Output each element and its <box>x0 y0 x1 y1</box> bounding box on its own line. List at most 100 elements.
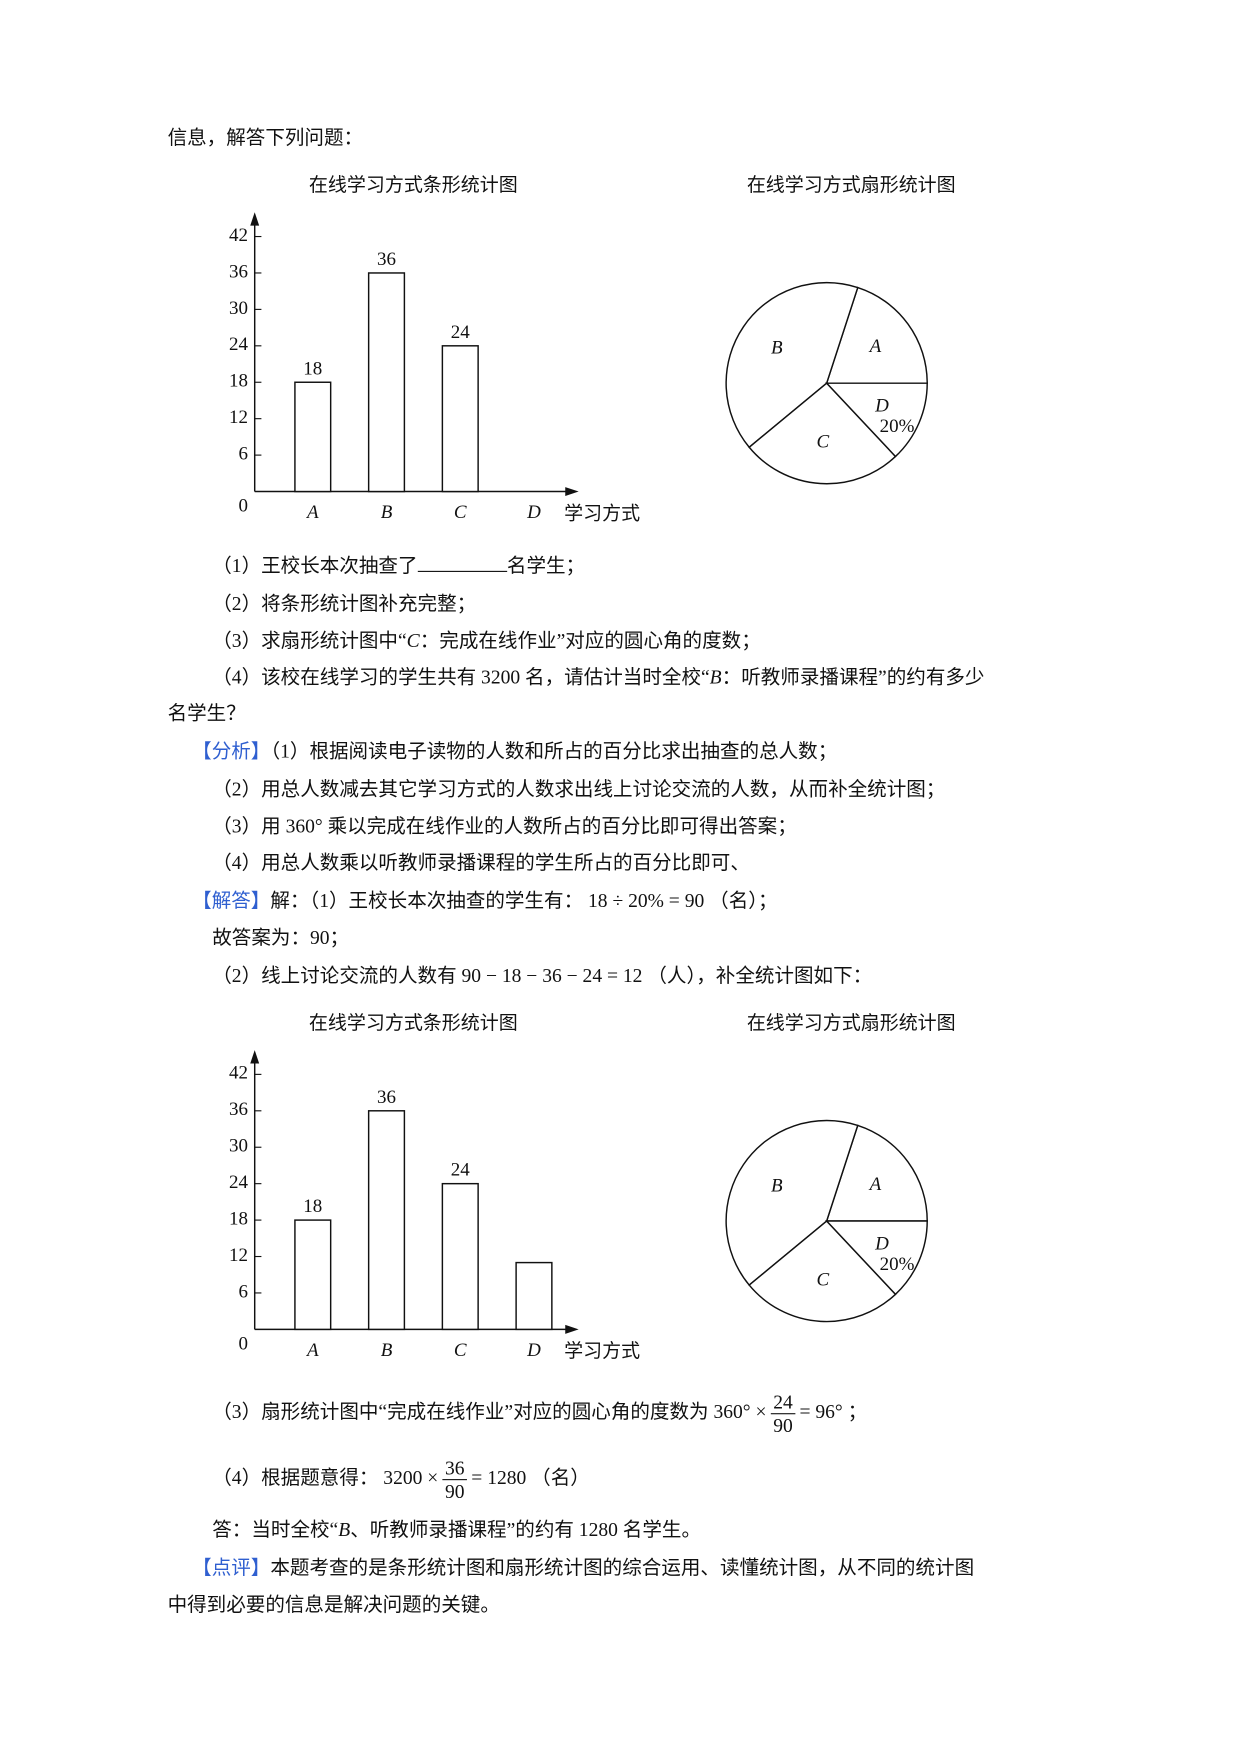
y-axis-arrow <box>250 212 260 226</box>
text: （3）扇形统计图中“完成在线作业”对应的圆心角的度数为 360° × <box>212 1400 767 1423</box>
line: （2）将条形统计图补充完整； <box>212 591 476 616</box>
x-axis-label: 学习方式 <box>564 502 640 524</box>
pie-slice <box>725 281 859 449</box>
text: 信息，解答下列问题： <box>167 126 364 149</box>
text: 答：当时全校“ <box>212 1518 339 1541</box>
text: （3）求扇形统计图中“ <box>212 628 407 652</box>
text: = 96° ； <box>799 1400 868 1423</box>
text: （4）该校在线学习的学生共有 3200 名，请估计当时全校“ <box>212 665 710 689</box>
bar <box>441 1182 479 1331</box>
slice-label: D <box>874 395 889 416</box>
line: （3）用 360° 乘以完成在线作业的人数所占的百分比即可得出答案； <box>212 813 797 838</box>
text: 名学生； <box>506 554 586 577</box>
text: 、听教师录播课程”的约有 1280 名学生。 <box>350 1518 702 1541</box>
x-tick-label: D <box>526 502 541 523</box>
line: 【点评】本题考查的是条形统计图和扇形统计图的综合运用、读懂统计图，从不同的统计图 <box>192 1555 974 1580</box>
text: （2）线上讨论交流的人数有 90 − 18 − 36 − 24 = 12 （人）… <box>212 964 873 987</box>
x-tick-label: A <box>305 502 319 523</box>
chart-title: 在线学习方式扇形统计图 <box>747 1012 956 1034</box>
bar <box>441 345 479 493</box>
pie-slice <box>825 1124 928 1222</box>
text: 解：（1）王校长本次抽查的学生有： 18 ÷ 20% = 90 （名）； <box>270 889 778 912</box>
y-tick-label: 24 <box>229 1172 248 1193</box>
y-tick-label: 0 <box>239 1333 249 1354</box>
pie-slice <box>748 382 897 485</box>
line: （3）扇形统计图中“完成在线作业”对应的圆心角的度数为 360° × 24 90 = … <box>212 1391 867 1437</box>
text: （4）根据题意得： 3200 × <box>212 1466 439 1489</box>
text: ：完成在线作业”对应的圆心角的度数； <box>419 628 761 652</box>
fraction: 36 90 <box>442 1457 467 1503</box>
text: = 1280 （名） <box>471 1466 590 1489</box>
x-tick-label: C <box>454 502 467 523</box>
chart-title: 在线学习方式条形统计图 <box>309 1012 518 1034</box>
section-tag: 【点评】 <box>192 1556 271 1579</box>
slice-label: C <box>817 432 830 453</box>
bar <box>294 381 332 493</box>
section-tag: 【解答】 <box>192 889 271 912</box>
pie-slice <box>824 382 928 458</box>
text: B <box>709 665 722 689</box>
value-label: 24 <box>451 322 470 343</box>
pie-slice <box>725 1119 859 1287</box>
line: （4）根据题意得： 3200 × 36 90 = 1280 （名） <box>212 1457 590 1503</box>
annotation: 20% <box>880 416 915 437</box>
line: （2）线上讨论交流的人数有 90 − 18 − 36 − 24 = 12 （人）… <box>212 963 872 988</box>
y-tick-label: 12 <box>229 407 248 428</box>
line: （3）求扇形统计图中“C：完成在线作业”对应的圆心角的度数； <box>212 628 761 653</box>
line: （2）用总人数减去其它学习方式的人数求出线上讨论交流的人数，从而补全统计图； <box>212 776 945 801</box>
text: B <box>338 1518 351 1541</box>
x-tick-label: B <box>381 502 393 523</box>
value-label: 18 <box>303 1196 322 1217</box>
pie-slice <box>824 1220 928 1296</box>
chart-title: 在线学习方式扇形统计图 <box>747 174 956 196</box>
answer-blank <box>417 553 507 572</box>
y-tick-label: 24 <box>229 334 248 355</box>
numerator: 24 <box>770 1391 796 1415</box>
y-tick-label: 6 <box>239 1281 249 1302</box>
slice-label: B <box>771 338 783 359</box>
y-tick-label: 36 <box>229 261 248 282</box>
denominator: 90 <box>445 1480 465 1503</box>
value-label: 36 <box>377 249 396 270</box>
value-label: 24 <box>451 1160 470 1181</box>
text: （2）用总人数减去其它学习方式的人数求出线上讨论交流的人数，从而补全统计图； <box>212 777 946 800</box>
text: 本题考查的是条形统计图和扇形统计图的综合运用、读懂统计图，从不同的统计图 <box>270 1556 975 1579</box>
text: （1）根据阅读电子读物的人数和所占的百分比求出抽查的总人数； <box>270 739 838 762</box>
value-label: 36 <box>377 1087 396 1108</box>
line: 信息，解答下列问题： <box>168 125 363 150</box>
text: 名学生？ <box>167 701 246 724</box>
fraction: 24 90 <box>770 1391 796 1437</box>
text: ：听教师录播课程”的约有多少 <box>721 665 985 689</box>
slice-label: A <box>868 336 882 357</box>
slice-label: C <box>817 1270 830 1291</box>
y-axis-arrow <box>250 1050 260 1064</box>
text: 故答案为：90； <box>212 926 350 949</box>
text: 中得到必要的信息是解决问题的关键。 <box>167 1593 500 1616</box>
line: 中得到必要的信息是解决问题的关键。 <box>168 1592 500 1617</box>
bar <box>515 1261 553 1331</box>
text: C <box>406 628 420 652</box>
x-tick-label: A <box>305 1340 319 1361</box>
line: （1）王校长本次抽查了 名学生； <box>212 553 585 578</box>
bar <box>367 272 406 493</box>
x-tick-label: C <box>454 1340 467 1361</box>
line: （4）用总人数乘以听教师录播课程的学生所占的百分比即可、 <box>212 850 750 875</box>
chart-title: 在线学习方式条形统计图 <box>309 174 518 196</box>
x-axis-label: 学习方式 <box>564 1340 640 1362</box>
slice-label: D <box>874 1233 889 1254</box>
text: （1）王校长本次抽查了 <box>212 554 418 577</box>
text: （2）将条形统计图补充完整； <box>212 592 477 615</box>
section-tag: 【分析】 <box>192 739 271 762</box>
slice-label: B <box>771 1175 783 1196</box>
line: 名学生？ <box>168 700 246 725</box>
y-tick-label: 12 <box>229 1245 248 1266</box>
bar <box>367 1110 406 1331</box>
value-label: 18 <box>303 358 322 379</box>
denominator: 90 <box>773 1414 793 1437</box>
line: 故答案为：90； <box>212 925 349 950</box>
y-tick-label: 30 <box>229 298 248 319</box>
y-tick-label: 42 <box>229 1063 248 1084</box>
